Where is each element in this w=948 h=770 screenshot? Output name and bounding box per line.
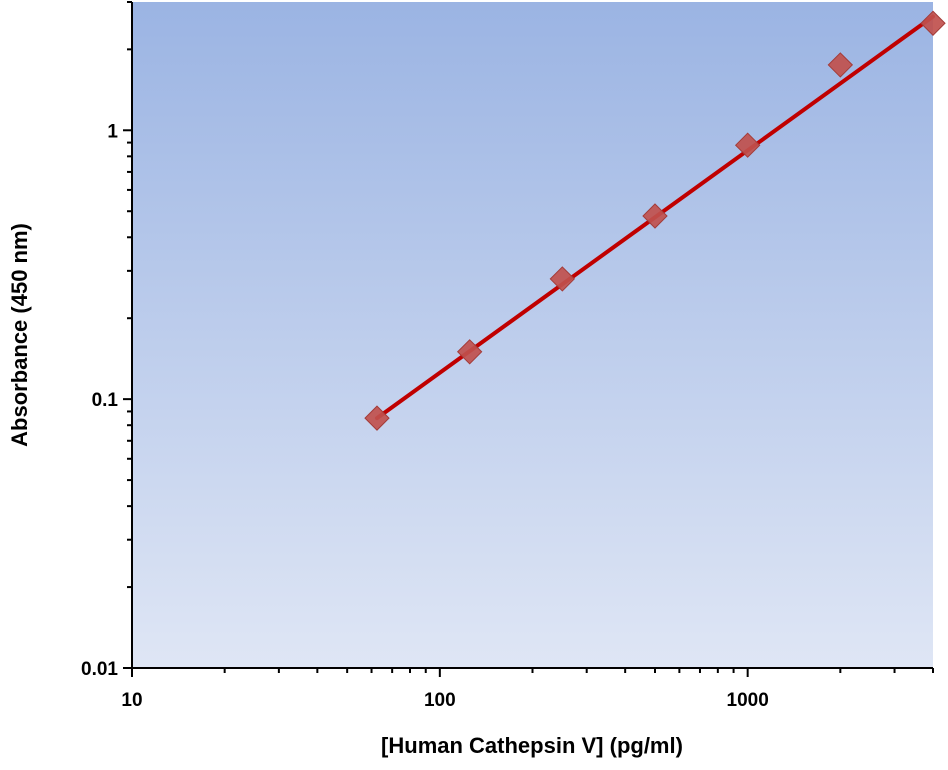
data-point <box>827 52 854 78</box>
data-point <box>549 266 576 292</box>
y-axis-title: Absorbance (450 nm) <box>7 223 32 447</box>
data-point <box>642 203 668 229</box>
data-point <box>456 339 483 365</box>
x-tick-label: 100 <box>424 690 456 711</box>
x-axis-title: [Human Cathepsin V] (pg/ml) <box>381 733 683 758</box>
y-tick-label: 1 <box>107 121 118 142</box>
x-tick-label: 1000 <box>727 690 769 711</box>
y-tick-label: 0.01 <box>81 659 118 680</box>
data-point <box>364 405 390 431</box>
data-point <box>920 10 946 36</box>
data-point <box>734 132 761 158</box>
y-tick-label: 0.1 <box>92 390 119 411</box>
x-tick-label: 10 <box>121 690 142 711</box>
